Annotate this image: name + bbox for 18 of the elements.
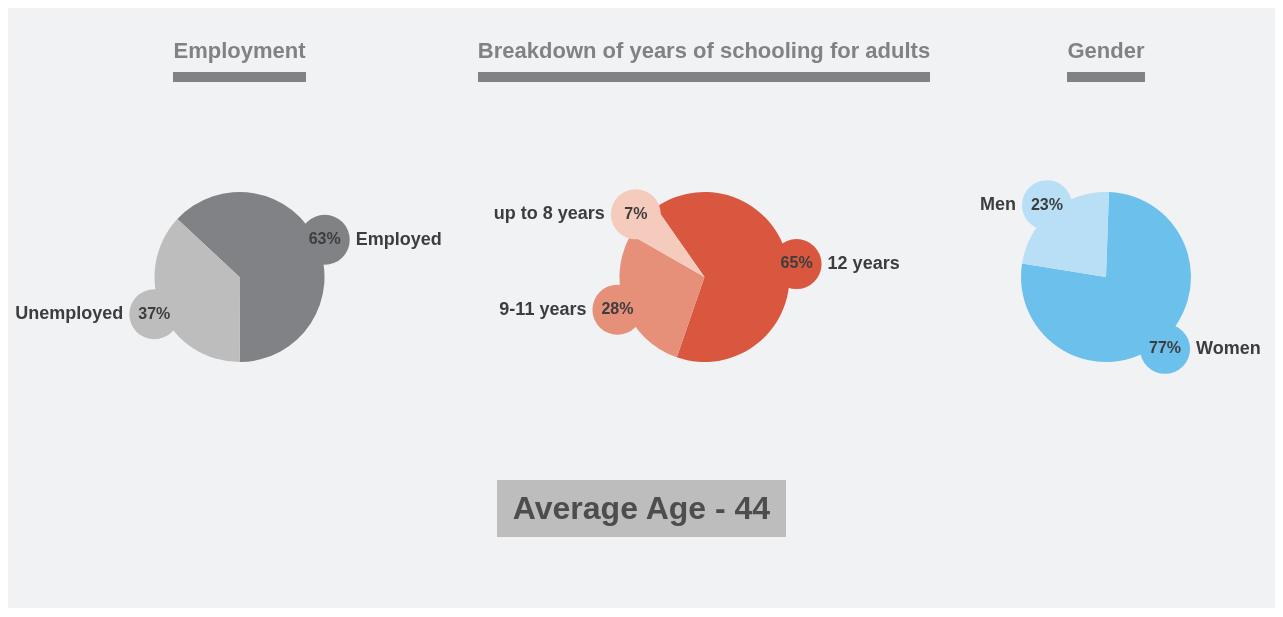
slice-label: Women bbox=[1196, 337, 1261, 358]
chart-title: Employment bbox=[173, 38, 306, 64]
data-label: 7% bbox=[623, 204, 647, 222]
data-label: 63% bbox=[308, 230, 341, 248]
chart-title: Gender bbox=[1067, 38, 1145, 64]
chart-title: Breakdown of years of schooling for adults bbox=[477, 38, 931, 64]
data-label: 65% bbox=[780, 254, 813, 272]
slice-label: Employed bbox=[355, 228, 442, 249]
data-label: 28% bbox=[600, 300, 633, 318]
slice-label: Unemployed bbox=[15, 303, 124, 324]
data-label: 23% bbox=[1030, 195, 1063, 213]
slice-label: 9-11 years bbox=[498, 298, 586, 319]
data-label: 37% bbox=[138, 304, 171, 322]
data-label: 77% bbox=[1149, 339, 1182, 357]
slice-label: 12 years bbox=[827, 253, 900, 274]
slice-label: up to 8 years bbox=[493, 203, 605, 224]
text: Average Age - 44 bbox=[496, 480, 787, 537]
slice-label: Men bbox=[979, 194, 1016, 215]
